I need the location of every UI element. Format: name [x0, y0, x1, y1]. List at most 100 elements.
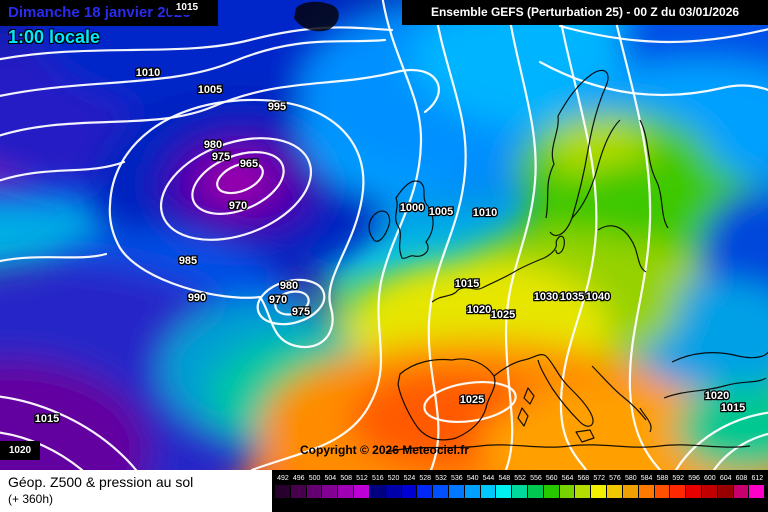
isobar-label: 970 [229, 200, 247, 212]
legend-cell: 556 [528, 475, 544, 498]
legend-cell: 504 [322, 475, 339, 498]
legend-value: 508 [340, 475, 352, 482]
isobar-label: 985 [179, 255, 197, 267]
legend-cell: 604 [717, 475, 734, 498]
legend-color-swatch [480, 485, 497, 498]
legend-cell: 536 [448, 475, 465, 498]
legend-color-swatch [338, 485, 355, 498]
legend-cell: 508 [338, 475, 355, 498]
legend-cell: 576 [607, 475, 623, 498]
isobar-label: 1020 [467, 304, 491, 316]
legend-color-swatch [670, 485, 687, 498]
legend-cell: 524 [401, 475, 418, 498]
pressure-chip-top: 1015 [168, 0, 206, 15]
legend-color-swatch [306, 485, 323, 498]
legend-value: 512 [356, 475, 368, 482]
bottom-bar: Géop. Z500 & pression au sol (+ 360h) 49… [0, 470, 768, 512]
legend-cell: 584 [638, 475, 655, 498]
legend-color-swatch [717, 485, 734, 498]
legend-value: 596 [688, 475, 700, 482]
legend-cell: 500 [306, 475, 323, 498]
legend-cell: 548 [496, 475, 513, 498]
legend-color-swatch [701, 485, 718, 498]
legend-color-swatch [559, 485, 576, 498]
legend-color-swatch [591, 485, 608, 498]
legend-color-swatch [733, 485, 750, 498]
legend-color-swatch [654, 485, 671, 498]
geopotential-map: 1010100599598097596597098599098097097510… [0, 0, 768, 470]
legend-value: 524 [403, 475, 416, 482]
legend-cell: 552 [512, 475, 528, 498]
legend-scale: 492 496 500 504 508 512 516 520 524 528 532 536 540 5… [272, 470, 768, 512]
legend-cell: 564 [559, 475, 576, 498]
isobar-label: 975 [292, 306, 310, 318]
isobar-label: 1005 [429, 206, 453, 218]
legend-color-swatch [322, 485, 339, 498]
legend-value: 532 [435, 475, 447, 482]
geopotential-field-blobs [0, 0, 768, 470]
legend-color-swatch [464, 485, 481, 498]
legend-color-swatch [417, 485, 434, 498]
legend-color-swatch [638, 485, 655, 498]
legend-cell: 544 [480, 475, 497, 498]
legend-value: 568 [577, 475, 590, 482]
isobar-label: 1015 [721, 402, 745, 414]
legend-cell: 572 [591, 475, 608, 498]
legend-color-swatch [401, 485, 418, 498]
legend-value: 504 [324, 475, 337, 482]
legend-cell: 492 [275, 475, 291, 498]
legend-cell: 592 [670, 475, 687, 498]
legend-value: 540 [466, 475, 479, 482]
legend-cell: 512 [354, 475, 370, 498]
isobar-label: 1040 [586, 291, 610, 303]
isobar-label: 1000 [400, 202, 424, 214]
legend-value: 548 [498, 475, 511, 482]
legend-cell: 612 [749, 475, 766, 498]
legend-value: 556 [530, 475, 542, 482]
legend-cell: 560 [543, 475, 560, 498]
isobar-label: 980 [204, 139, 222, 151]
isobar-label: 1030 [534, 291, 558, 303]
coastlines [294, 1, 768, 453]
isobar-label: 1020 [705, 390, 729, 402]
legend-cell: 568 [575, 475, 592, 498]
legend-cell: 600 [701, 475, 718, 498]
legend-value: 516 [371, 475, 384, 482]
legend-cell: 540 [464, 475, 481, 498]
legend-cell: 516 [369, 475, 386, 498]
legend-color-swatch [448, 485, 465, 498]
legend-value: 560 [545, 475, 558, 482]
copyright-label: Copyright © 2026 Meteociel.fr [300, 443, 469, 457]
legend-value: 544 [482, 475, 495, 482]
legend-value: 564 [561, 475, 574, 482]
map-canvas: 1010 1005 995 980 975 965 970 985 990 980 970 975 10… [0, 0, 768, 470]
legend-color-swatch [749, 485, 766, 498]
iceland-landmass [294, 1, 339, 32]
legend-value: 592 [672, 475, 685, 482]
isobar-label: 1005 [198, 84, 222, 96]
map-footer: Géop. Z500 & pression au sol (+ 360h) [0, 470, 272, 512]
isobar-contours [0, 0, 768, 470]
legend-color-swatch [369, 485, 386, 498]
isobar-label: 980 [280, 280, 298, 292]
isobar-label: 1025 [460, 394, 484, 406]
legend-value: 580 [624, 475, 637, 482]
legend-color-swatch [275, 485, 291, 498]
legend-color-swatch [607, 485, 623, 498]
legend-value: 608 [735, 475, 748, 482]
local-time-label: 1:00 locale [8, 27, 101, 47]
legend-cell: 532 [433, 475, 449, 498]
pressure-chip-bottom-left: 1020 [0, 441, 40, 460]
legend-value: 588 [656, 475, 669, 482]
legend-value: 584 [640, 475, 653, 482]
legend-value: 572 [593, 475, 605, 482]
legend-color-swatch [496, 485, 513, 498]
isobar-label: 1035 [560, 291, 584, 303]
legend-color-swatch [512, 485, 528, 498]
footer-title: Géop. Z500 & pression au sol [8, 474, 194, 490]
legend-value: 528 [419, 475, 432, 482]
isobar-label: 1015 [455, 278, 479, 290]
legend-value: 604 [719, 475, 732, 482]
isobar-label-layer: 1010100599598097596597098599098097097510… [33, 66, 746, 427]
